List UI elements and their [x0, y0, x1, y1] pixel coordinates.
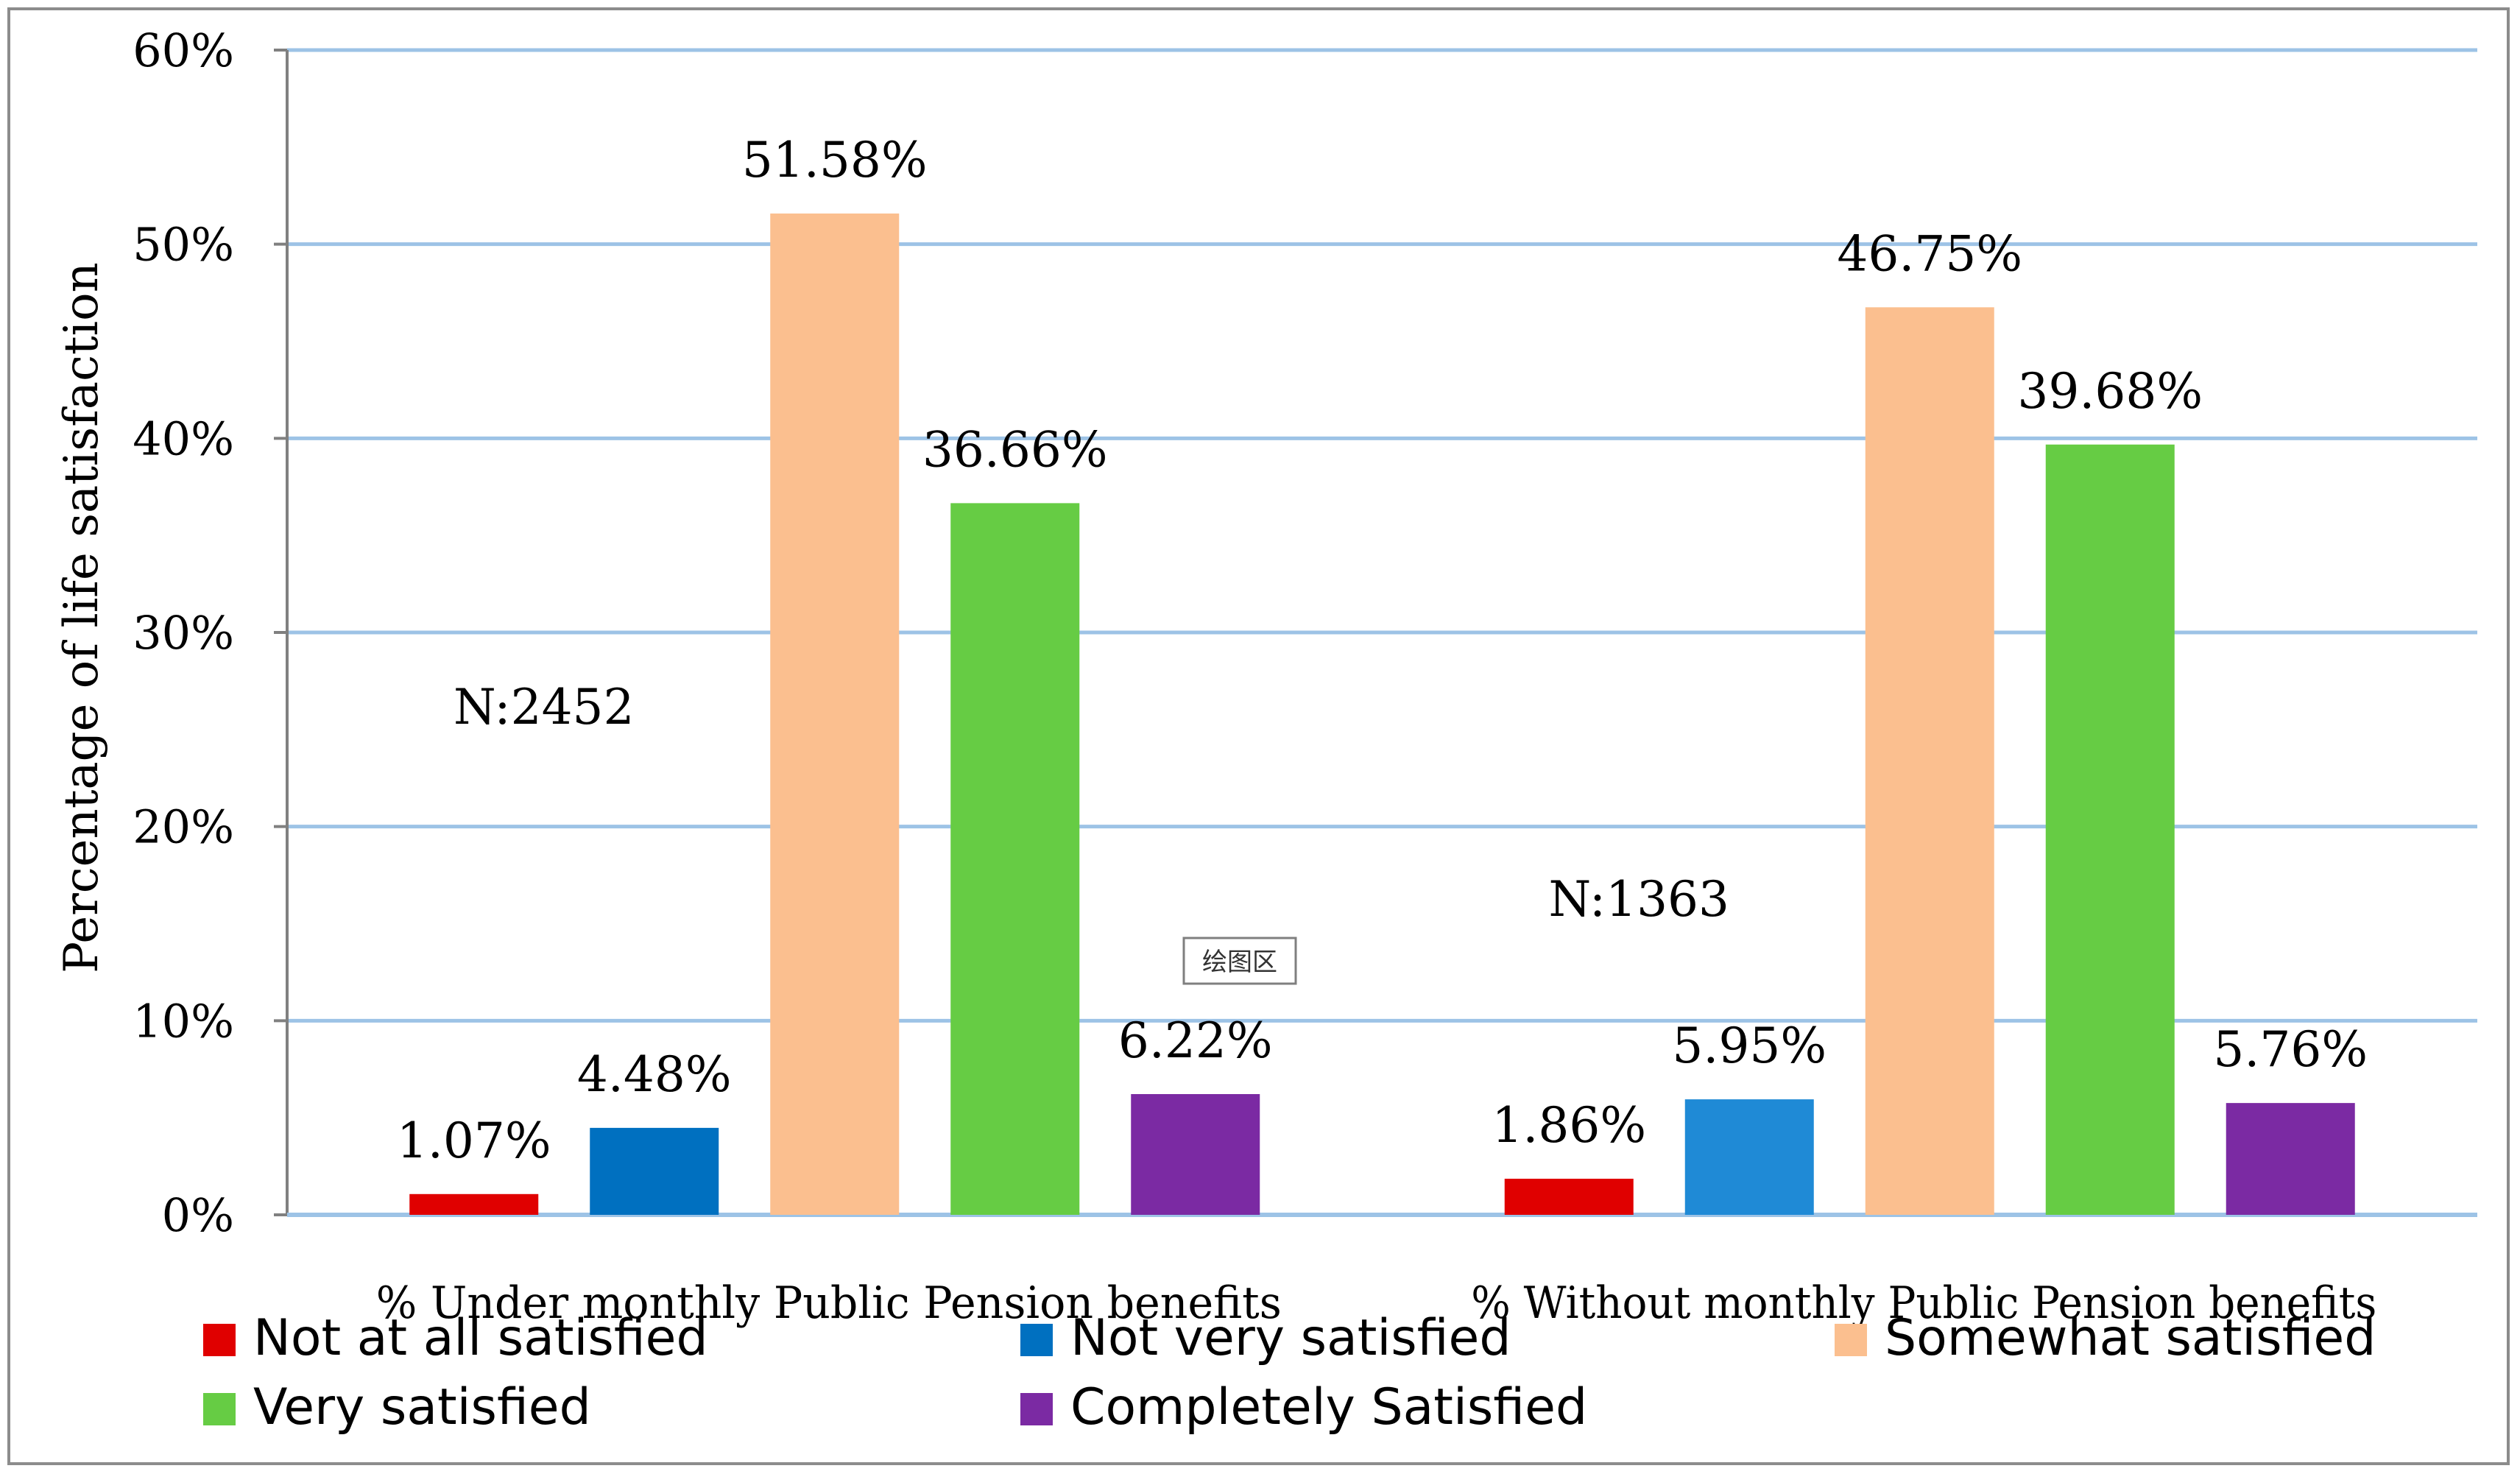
plot-area-tooltip: [1182, 937, 1297, 985]
bar-somewhat-satisfied-2: [1865, 307, 1994, 1215]
data-labels: 1.07% 1.86% 4.48% 5.95% 51.58% 46.75% 36.66% 39…: [397, 132, 2368, 1169]
legend-label: Not very satisfied: [1070, 1309, 1511, 1367]
x-category-label: % Under monthly Public Pension benefits: [376, 1277, 1282, 1329]
data-label: 36.66%: [922, 421, 1108, 478]
sample-size-annotation: N:1363: [1548, 871, 1729, 928]
data-label: 5.95%: [1672, 1018, 1827, 1074]
y-tick-label: 0%: [162, 1188, 234, 1242]
bar-not-very-satisfied-1: [590, 1127, 719, 1215]
y-tick-label: 10%: [133, 994, 234, 1048]
bar-very-satisfied-2: [2045, 444, 2175, 1215]
bars: [409, 214, 2355, 1215]
legend-label: Completely Satisfied: [1070, 1378, 1587, 1436]
legend-swatch: [1020, 1393, 1053, 1425]
y-tick-label: 40%: [133, 412, 234, 465]
y-axis-title: Percentage of life satisfaction: [54, 262, 109, 973]
x-category-label: % Without monthly Public Pension benefit…: [1471, 1277, 2376, 1329]
y-tick-label: 30%: [133, 606, 234, 660]
legend-swatch: [203, 1393, 236, 1425]
bar-very-satisfied-1: [950, 503, 1080, 1215]
legend-label: Very satisfied: [253, 1378, 591, 1436]
y-tick-label: 60%: [133, 24, 234, 77]
y-tick-label: 20%: [133, 800, 234, 854]
data-label: 5.76%: [2213, 1021, 2368, 1078]
plot-area-tooltip-text: 绘图区: [1202, 948, 1277, 977]
legend-swatch: [203, 1324, 236, 1356]
bar-somewhat-satisfied-1: [770, 214, 900, 1215]
axes: 0% 10% 20% 30% 40% 50% 60% Percentage of life s…: [54, 24, 2477, 1329]
data-label: 1.07%: [397, 1112, 551, 1169]
data-label: 4.48%: [577, 1046, 732, 1103]
legend-label: Not at all satisfied: [253, 1309, 708, 1367]
bar-not-very-satisfied-2: [1684, 1099, 1814, 1215]
data-label: 51.58%: [742, 132, 928, 188]
sample-size-annotation: N:2452: [453, 679, 635, 736]
bar-completely-satisfied-1: [1131, 1093, 1260, 1215]
data-label: 6.22%: [1118, 1012, 1273, 1069]
y-tick-label: 50%: [133, 218, 234, 272]
legend-label: Somewhat satisfied: [1885, 1309, 2376, 1367]
legend-swatch: [1020, 1324, 1053, 1356]
bar-not-at-all-satisfied-1: [409, 1193, 539, 1215]
data-label: 46.75%: [1837, 225, 2022, 282]
data-label: 39.68%: [2017, 363, 2203, 420]
legend-swatch: [1835, 1324, 1867, 1356]
data-label: 1.86%: [1492, 1097, 1646, 1154]
bar-completely-satisfied-2: [2226, 1103, 2355, 1215]
bar-not-at-all-satisfied-2: [1504, 1178, 1634, 1215]
legend: Not at all satisfied Not very satisfied So…: [203, 1309, 2376, 1436]
